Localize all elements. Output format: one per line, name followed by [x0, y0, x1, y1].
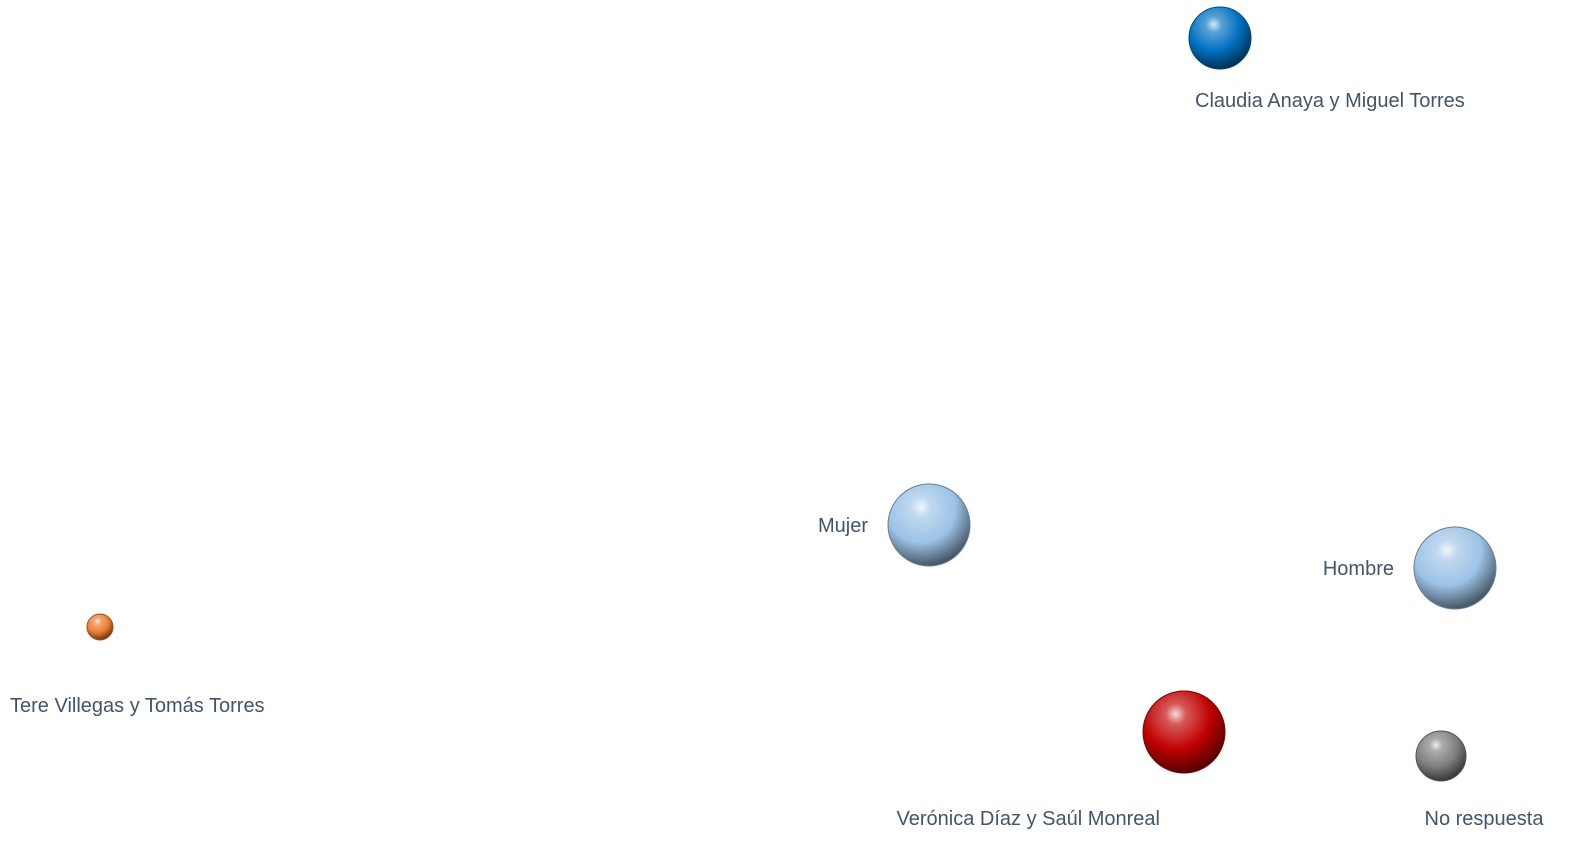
- bubble-hombre: [1413, 526, 1497, 610]
- bubble-label-hombre: Hombre: [1323, 558, 1394, 580]
- bubble-label-veronica-diaz-y-saul-monreal: Verónica Díaz y Saúl Monreal: [897, 808, 1160, 830]
- bubble-label-no-respuesta: No respuesta: [1425, 808, 1545, 830]
- bubble-tere-villegas-y-tomas-torres: [86, 613, 114, 641]
- bubble-claudia-anaya-y-miguel-torres: [1188, 6, 1252, 70]
- bubble-mujer: [887, 483, 971, 567]
- bubble-veronica-diaz-y-saul-monreal: [1142, 690, 1226, 774]
- bubble-label-mujer: Mujer: [818, 515, 868, 537]
- bubble-no-respuesta: [1415, 730, 1467, 782]
- bubble-label-tere-villegas-y-tomas-torres: Tere Villegas y Tomás Torres: [10, 695, 265, 717]
- labels-layer: Claudia Anaya y Miguel Torres Mujer Hombre…: [10, 90, 1544, 830]
- bubbles-layer: [86, 6, 1497, 782]
- bubble-label-claudia-anaya-y-miguel-torres: Claudia Anaya y Miguel Torres: [1195, 90, 1465, 112]
